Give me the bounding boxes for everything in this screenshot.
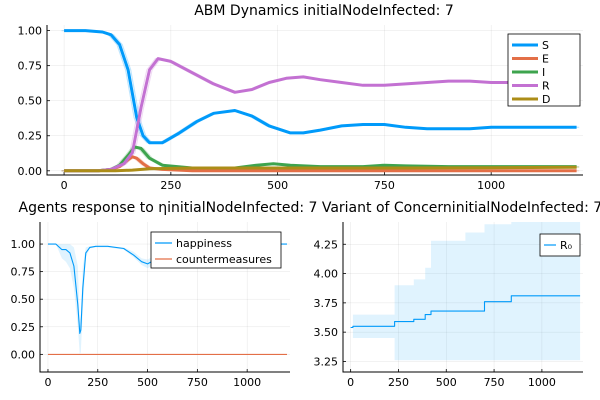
y-tick-label: 4.00 — [314, 268, 339, 281]
y-tick-label: 0.25 — [18, 130, 43, 143]
series-line-R₀ — [350, 295, 581, 329]
x-tick-label: 750 — [484, 376, 505, 389]
x-tick-label: 500 — [436, 376, 457, 389]
x-tick-label: 750 — [187, 376, 208, 389]
legend-label: S — [542, 39, 549, 52]
x-tick-label: 0 — [347, 376, 354, 389]
x-tick-label: 1000 — [477, 179, 505, 192]
agents-response-title: Agents response to ηinitialNodeInfected:… — [19, 200, 318, 216]
x-tick-label: 1000 — [528, 376, 556, 389]
legend-label: countermeasures — [176, 253, 272, 266]
y-tick-label: 3.50 — [314, 326, 339, 339]
y-tick-label: 0.25 — [11, 321, 36, 334]
x-tick-label: 0 — [44, 376, 51, 389]
y-tick-label: 0.00 — [11, 348, 36, 361]
y-tick-label: 0.50 — [11, 293, 36, 306]
variant-of-concern-panel: Variant of ConcerninitialNodeInfected: 7… — [314, 200, 600, 389]
confidence-band — [350, 222, 581, 361]
y-tick-label: 1.00 — [18, 25, 43, 38]
confidence-band — [48, 244, 287, 355]
y-tick-label: 3.25 — [314, 355, 339, 368]
x-tick-label: 250 — [388, 376, 409, 389]
axes-frame — [342, 222, 583, 373]
legend-label: D — [542, 93, 550, 106]
x-tick-label: 250 — [87, 376, 108, 389]
abm-dynamics-panel: ABM Dynamics initialNodeInfected: 7 0 250… — [18, 3, 583, 192]
axes-frame — [46, 25, 583, 176]
legend-label: R₀ — [560, 239, 573, 252]
series-line-S — [64, 29, 577, 145]
x-tick-label: 500 — [267, 179, 288, 192]
series-line-R — [64, 57, 577, 173]
y-tick-label: 0.00 — [18, 165, 43, 178]
y-tick-label: 1.00 — [11, 238, 36, 251]
x-tick-label: 750 — [374, 179, 395, 192]
legend-box — [539, 233, 581, 257]
x-tick-label: 0 — [61, 179, 68, 192]
y-tick-label: 0.50 — [18, 95, 43, 108]
legend-label: R — [542, 80, 550, 93]
agents-response-panel: Agents response to ηinitialNodeInfected:… — [11, 200, 318, 389]
x-tick-label: 1000 — [233, 376, 261, 389]
y-tick-label: 0.75 — [18, 60, 43, 73]
x-tick-label: 250 — [160, 179, 181, 192]
x-tick-label: 500 — [137, 376, 158, 389]
legend-label: happiness — [176, 237, 232, 250]
legend-box — [507, 33, 581, 107]
y-tick-label: 0.75 — [11, 266, 36, 279]
y-tick-label: 4.25 — [314, 238, 339, 251]
abm-dynamics-title: ABM Dynamics initialNodeInfected: 7 — [194, 3, 454, 19]
legend-box — [150, 231, 282, 269]
legend-label: I — [542, 66, 545, 79]
y-tick-label: 3.75 — [314, 297, 339, 310]
legend-label: E — [542, 53, 549, 66]
series-line-D — [64, 165, 577, 173]
variant-of-concern-title: Variant of ConcerninitialNodeInfected: 7 — [322, 200, 600, 216]
